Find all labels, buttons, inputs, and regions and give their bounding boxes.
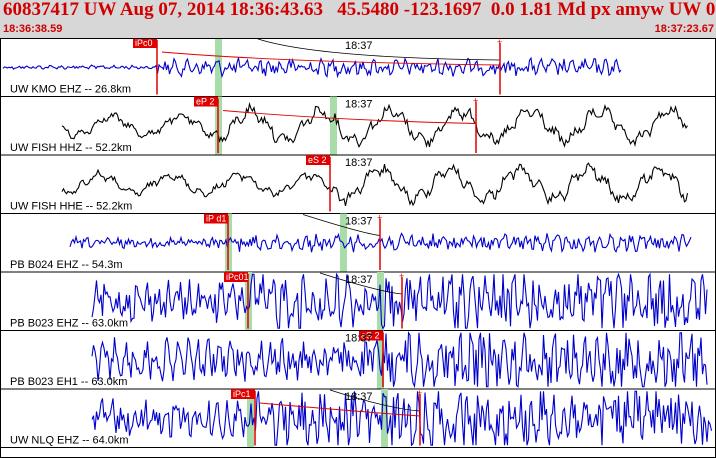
pick-window bbox=[330, 96, 337, 155]
coda-fit bbox=[222, 110, 477, 124]
station-label: UW NLQ EHZ -- 64.0km bbox=[10, 435, 129, 447]
waveform bbox=[61, 162, 689, 207]
time-tick-label: 18:37 bbox=[345, 157, 373, 169]
time-tick-label: 18:37 bbox=[345, 274, 373, 286]
pick-window bbox=[377, 330, 384, 389]
time-tick-label: 18:37 bbox=[345, 333, 373, 345]
station-label: PB B023 EHZ -- 63.0km bbox=[10, 318, 128, 330]
trace-row[interactable]: + iP d1 18:37 PB B024 EHZ -- 54.3m bbox=[0, 213, 716, 273]
arrival-curve bbox=[319, 272, 403, 295]
station-label: UW KMO EHZ -- 26.8km bbox=[10, 84, 131, 96]
trace-row[interactable]: eS 2 18:37 UW FISH HHE -- 52.2km bbox=[0, 155, 716, 214]
time-tick-label: 18:37 bbox=[345, 99, 373, 111]
arrival-curve bbox=[257, 38, 501, 61]
pick-label-box[interactable] bbox=[133, 38, 157, 48]
waveform bbox=[91, 331, 708, 389]
seismogram-panel[interactable]: + iPc0 18:37 UW KMO EHZ -- 26.8km + eP 2 18:37… bbox=[0, 38, 716, 458]
waveform bbox=[91, 272, 708, 330]
plus-marker: + bbox=[497, 38, 502, 47]
coda-fit bbox=[161, 51, 501, 66]
window-end-time: 18:37:23.67 bbox=[654, 23, 714, 35]
pick-window bbox=[381, 389, 388, 448]
station-label: UW FISH HHZ -- 52.2km bbox=[10, 142, 132, 154]
pick-label: iPc0 bbox=[135, 38, 153, 48]
coda-fit bbox=[259, 402, 421, 417]
trace-row[interactable]: + eP 2 18:37 UW FISH HHZ -- 52.2km bbox=[0, 96, 716, 156]
waveform bbox=[61, 101, 688, 149]
pick-label: iPc01 bbox=[226, 272, 249, 282]
pick-label-box[interactable] bbox=[359, 330, 383, 341]
station-label: UW FISH HHE -- 52.2km bbox=[10, 201, 132, 213]
pick-window bbox=[215, 38, 222, 97]
plus-marker: + bbox=[473, 96, 478, 106]
trace-row[interactable]: + iPc1 18:37 UW NLQ EHZ -- 64.0km bbox=[0, 388, 716, 448]
station-label: PB B023 EH1 -- 63.0km bbox=[10, 376, 127, 388]
window-start-time: 18:36:38.59 bbox=[3, 23, 63, 35]
time-tick-label: 18:37 bbox=[345, 40, 373, 52]
arrival-curve bbox=[329, 389, 421, 412]
plus-marker: + bbox=[417, 388, 422, 398]
event-title: 60837417 UW Aug 07, 2014 18:36:43.63 45.… bbox=[3, 0, 716, 20]
pick-label: eS 2 bbox=[361, 331, 380, 341]
pick-label-box[interactable] bbox=[224, 272, 248, 282]
pick-window bbox=[247, 389, 254, 448]
pick-label-box[interactable] bbox=[204, 213, 228, 224]
pick-label: iPc1 bbox=[233, 389, 251, 399]
pick-label: eS 2 bbox=[308, 155, 327, 165]
pick-label-box[interactable] bbox=[306, 155, 330, 165]
station-label: PB B024 EHZ -- 54.3m bbox=[10, 259, 123, 271]
trace-row[interactable]: + iPc01 18:37 PB B023 EHZ -- 63.0km bbox=[0, 271, 716, 331]
trace-row[interactable]: eS 218:37 PB B023 EH1 -- 63.0km bbox=[0, 330, 716, 390]
plus-marker: + bbox=[399, 271, 404, 281]
arrival-curve bbox=[302, 214, 381, 236]
waveform bbox=[91, 390, 713, 447]
event-header: 60837417 UW Aug 07, 2014 18:36:43.63 45.… bbox=[0, 0, 716, 38]
pick-label-box[interactable] bbox=[231, 389, 255, 399]
pick-label-box[interactable] bbox=[194, 96, 218, 107]
waveform bbox=[2, 56, 622, 79]
time-tick-label: 18:37 bbox=[345, 216, 373, 228]
pick-label: iP d1 bbox=[206, 214, 226, 224]
pick-label: eP 2 bbox=[196, 97, 214, 107]
trace-row[interactable]: + iPc0 18:37 UW KMO EHZ -- 26.8km bbox=[0, 38, 716, 97]
plus-marker: + bbox=[377, 213, 382, 223]
time-tick-label: 18:37 bbox=[345, 391, 373, 403]
